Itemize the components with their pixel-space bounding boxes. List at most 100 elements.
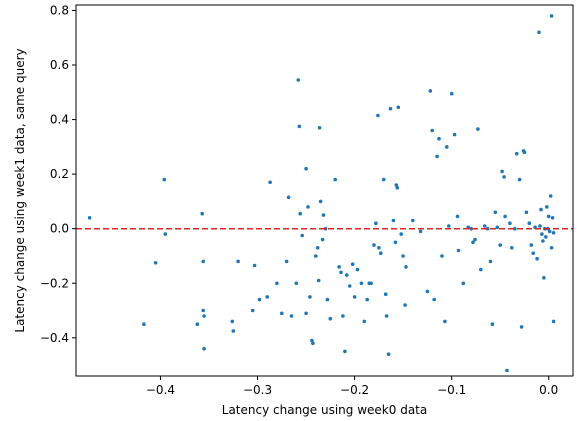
data-point [519,325,524,329]
data-point [350,262,355,267]
data-point [443,319,447,324]
data-point [452,132,457,137]
y-tick-label: −0.2 [40,276,69,290]
data-point [355,267,360,272]
x-tick-label: −0.4 [146,383,175,397]
data-point [425,289,430,294]
x-tick-label: −0.3 [243,383,272,397]
data-point [201,308,205,313]
data-point [297,124,302,129]
plot-area [87,14,556,373]
y-axis-label: Latency change using week1 data, same qu… [13,48,27,332]
data-point [542,276,546,280]
data-point [393,240,398,245]
data-point [549,246,554,250]
data-point [495,225,500,230]
data-point [250,308,255,313]
data-point [320,237,325,242]
data-point [236,259,240,264]
data-point [430,128,435,133]
data-point [545,205,549,209]
data-point [485,226,490,231]
data-point [341,314,345,318]
data-point [325,297,330,302]
data-point [396,105,401,110]
data-point [510,246,514,250]
data-point [304,311,308,316]
data-point [527,221,532,225]
data-point [469,226,473,231]
data-point [201,259,205,264]
data-point [308,295,312,299]
data-point [537,30,541,35]
data-point [455,214,460,219]
data-point [394,183,399,187]
data-point [546,214,551,219]
data-point [289,314,294,318]
data-point [310,338,314,343]
data-point [435,154,439,159]
data-point [317,126,322,130]
data-point [547,229,552,234]
data-point [502,175,506,179]
data-point [531,251,535,255]
data-point [286,195,291,200]
data-point [418,229,423,234]
data-point [265,295,270,299]
data-point [498,243,503,247]
data-point [550,216,555,220]
y-tick-label: 0.8 [50,3,69,17]
data-point [482,224,487,228]
data-point [337,265,341,269]
data-point [374,221,378,225]
plot-frame [75,4,574,377]
data-point [395,186,400,190]
data-point [551,231,556,235]
data-point [162,177,167,182]
x-axis-label: Latency change using week0 data [222,403,427,417]
data-point [323,226,328,231]
data-point [476,127,480,131]
y-tick-label: −0.4 [40,331,69,345]
data-point [306,205,310,209]
data-point [339,270,343,275]
data-point [479,267,483,272]
data-point [379,251,383,255]
data-point [522,150,527,155]
data-point [549,14,554,18]
y-tick-label: 0.4 [50,113,69,127]
data-point [294,281,299,286]
data-point [345,273,349,277]
x-tick-label: 0.0 [539,383,558,397]
data-point [388,106,393,111]
data-point [513,226,517,231]
data-point [544,235,548,239]
data-point [369,281,373,286]
data-point [403,303,407,307]
data-point [298,211,303,216]
data-point [535,256,539,261]
data-point [195,322,200,327]
data-point [377,246,381,250]
data-point [365,297,370,302]
data-point [257,297,262,302]
data-point [449,91,454,96]
data-point [304,166,308,171]
data-point [328,316,333,321]
data-point [311,341,315,346]
data-point [384,314,389,318]
data-point [202,314,206,318]
data-point [376,113,380,118]
data-point [321,213,326,217]
data-point [284,259,289,264]
x-tick-label: −0.2 [340,383,369,397]
data-point [538,224,542,228]
data-point [153,261,158,265]
data-point [275,281,279,286]
data-point [548,194,553,198]
data-point [488,259,493,264]
data-point [200,211,204,216]
data-point [399,232,404,236]
data-point [440,254,444,258]
